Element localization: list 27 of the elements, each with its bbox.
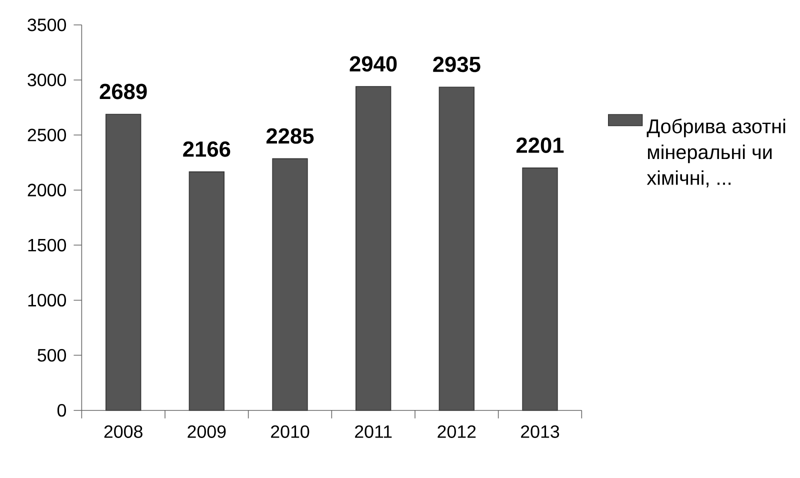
x-tick-label: 2008: [104, 425, 142, 438]
bar: [522, 168, 558, 411]
y-tick-label: 1000: [28, 294, 66, 307]
data-label: 2935: [433, 56, 480, 72]
bar: [272, 158, 308, 411]
bar: [106, 114, 142, 411]
x-tick-label: 2011: [355, 425, 392, 438]
bar: [188, 171, 225, 411]
y-tick-label: 2000: [28, 184, 66, 196]
data-label: 2689: [100, 84, 147, 100]
legend-label: Добрива азотні мінеральні чи хімічні, ...: [646, 118, 786, 188]
bar: [356, 86, 392, 411]
y-tick-label: 500: [38, 348, 66, 362]
y-tick-label: 1500: [28, 238, 66, 252]
bar: [438, 86, 474, 411]
y-tick-label: 3000: [28, 74, 66, 86]
data-label: 2940: [350, 56, 397, 72]
data-label: 2285: [266, 128, 314, 144]
y-tick-label: 2500: [28, 128, 66, 142]
y-tick-label: 0: [57, 404, 66, 417]
data-label: 2201: [516, 138, 564, 153]
x-tick-label: 2010: [271, 425, 310, 438]
y-tick-label: 3500: [28, 18, 66, 32]
x-tick-label: 2013: [521, 425, 560, 438]
x-tick-label: 2012: [438, 425, 476, 438]
x-tick-label: 2009: [188, 425, 226, 438]
data-label: 2166: [183, 141, 230, 157]
